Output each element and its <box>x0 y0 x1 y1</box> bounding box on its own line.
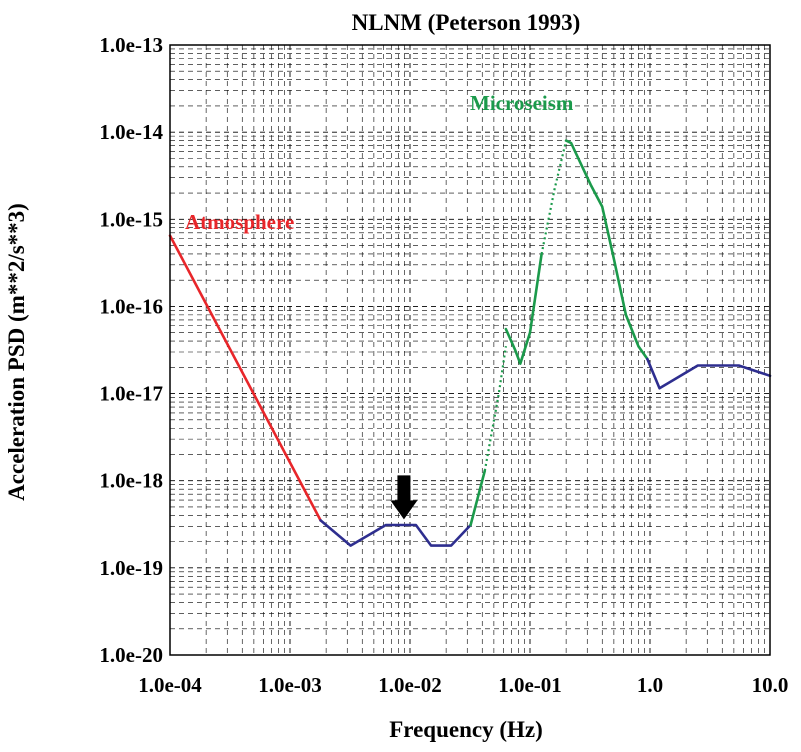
series-line-2 <box>469 469 487 527</box>
series-line-3 <box>483 346 507 471</box>
y-tick-label: 1.0e-15 <box>99 207 163 231</box>
series-group <box>168 139 772 547</box>
y-tick-label: 1.0e-18 <box>99 469 163 493</box>
series-line-4 <box>504 252 543 366</box>
y-tick-label: 1.0e-20 <box>99 643 163 667</box>
x-tick-label: 1.0 <box>637 673 663 697</box>
series-line-0 <box>168 234 322 522</box>
microseism-annotation: Microseism <box>470 91 574 115</box>
plot-frame <box>169 44 771 656</box>
x-tick-label: 1.0e-02 <box>378 673 442 697</box>
series-line-5 <box>540 140 568 255</box>
atmosphere-annotation: Atmosphere <box>185 210 294 234</box>
y-axis-label: Acceleration PSD (m**2/s**3) <box>4 203 29 501</box>
series-line-6 <box>564 139 649 361</box>
x-axis-label: Frequency (Hz) <box>389 717 543 742</box>
chart-title: NLNM (Peterson 1993) <box>352 10 581 35</box>
y-tick-label: 1.0e-13 <box>99 33 163 57</box>
x-tick-label: 1.0e-03 <box>258 673 322 697</box>
x-tick-label: 10.0 <box>752 673 789 697</box>
series-line-1 <box>319 519 472 547</box>
grid <box>170 45 770 655</box>
y-tick-label: 1.0e-16 <box>99 294 163 318</box>
y-tick-label: 1.0e-14 <box>99 120 163 144</box>
down-arrow-icon <box>390 475 418 520</box>
x-tick-label: 1.0e-01 <box>498 673 562 697</box>
tick-labels: 1.0e-04 1.0e-03 1.0e-02 1.0e-01 1.0 10.0 1.0e-… <box>99 33 788 697</box>
y-tick-label: 1.0e-19 <box>99 556 163 580</box>
series-line-7 <box>645 357 772 390</box>
arrow-annotation <box>390 475 418 520</box>
x-tick-label: 1.0e-04 <box>138 673 202 697</box>
y-tick-label: 1.0e-17 <box>99 382 163 406</box>
